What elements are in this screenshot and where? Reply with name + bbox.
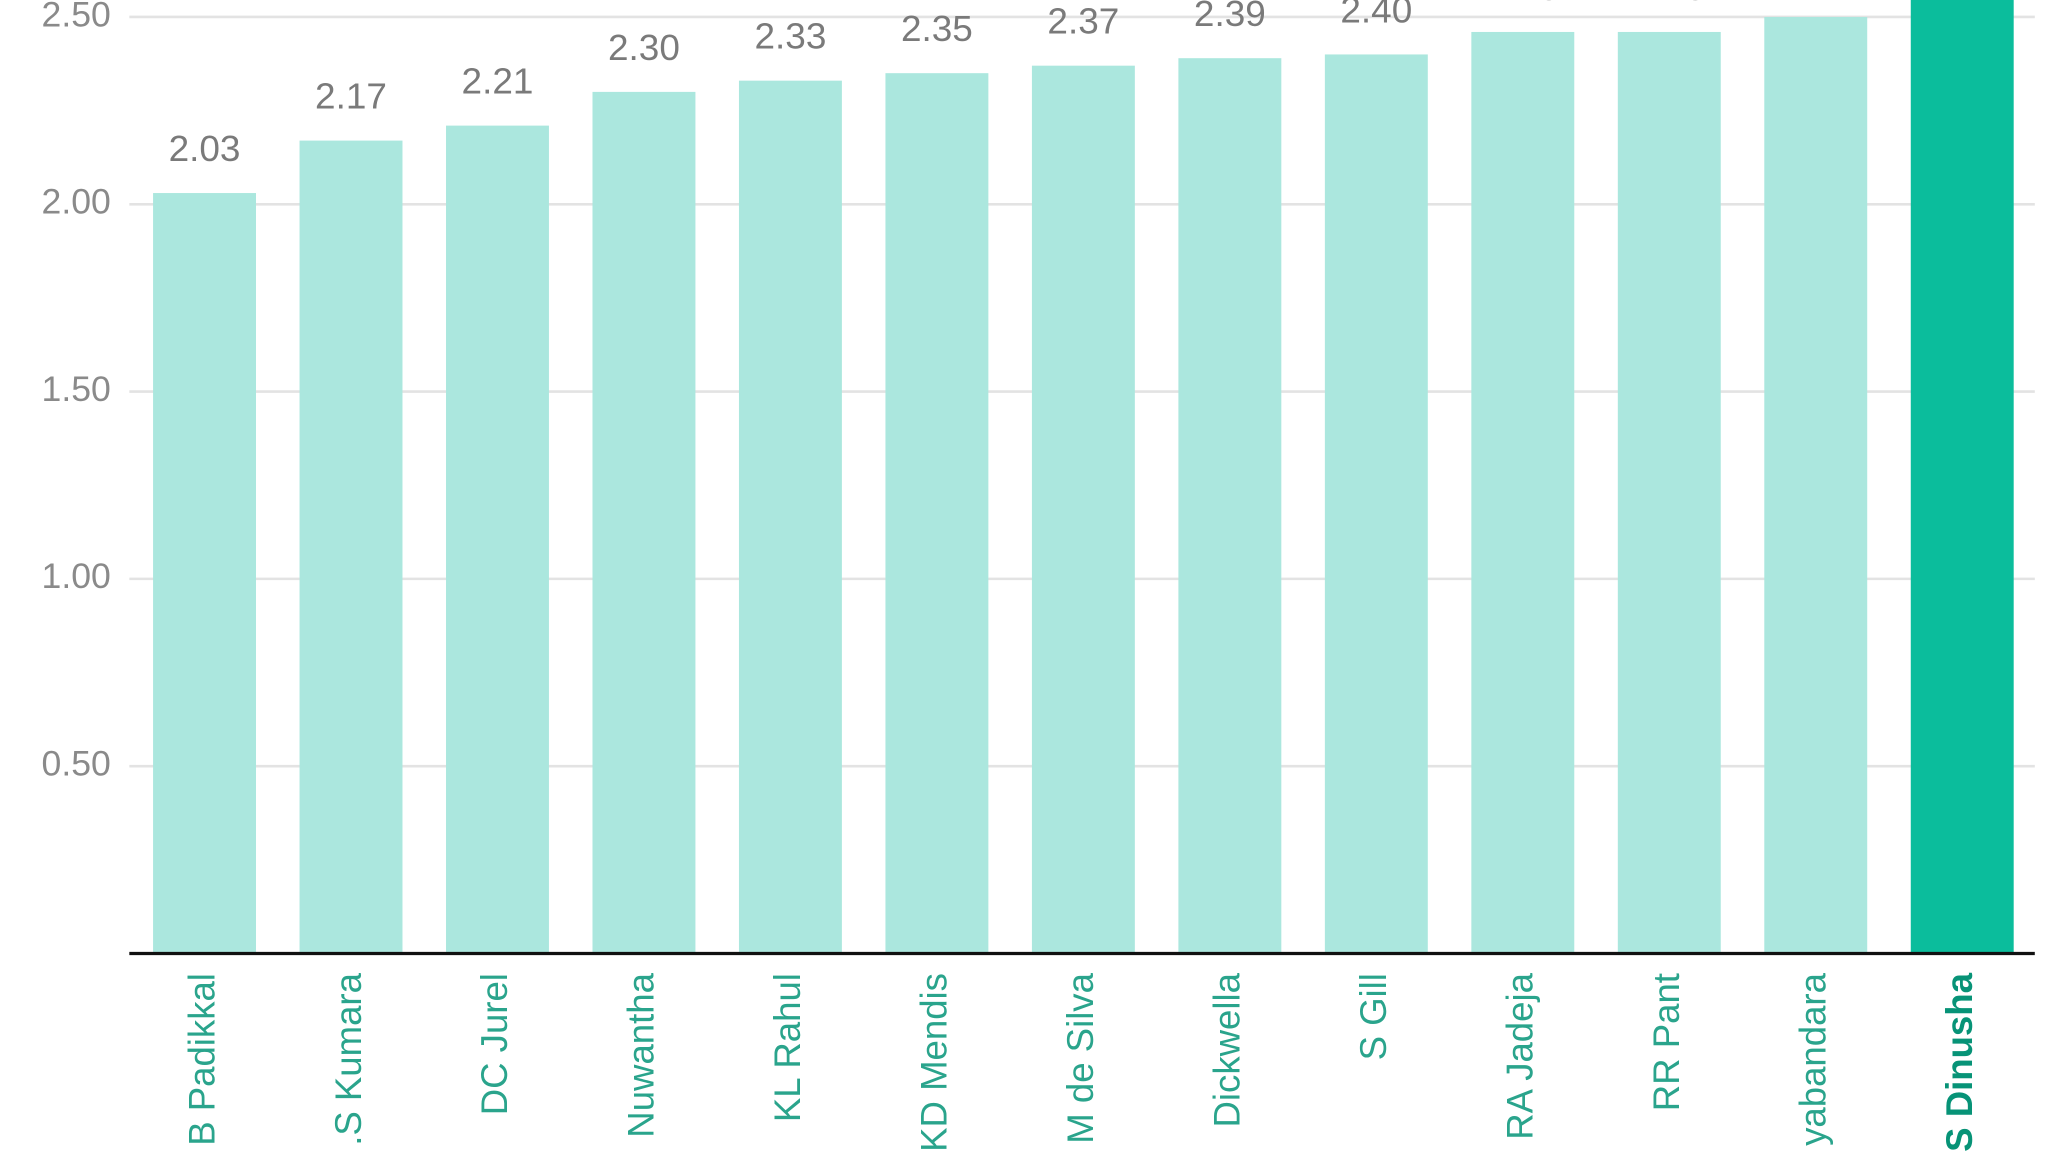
- value-label: 2.35: [901, 8, 973, 49]
- bar: [1471, 31, 1575, 954]
- x-tick-label: KD Mendis: [913, 973, 954, 1152]
- bar: [738, 80, 842, 954]
- value-label: 2.40: [1340, 0, 1412, 30]
- x-tick-label: yabandara: [1792, 973, 1833, 1146]
- x-tick-label: DC Jurel: [474, 973, 515, 1115]
- bar: [592, 91, 696, 954]
- value-label: 2.03: [169, 128, 241, 169]
- value-label: 2.30: [608, 27, 680, 68]
- value-label: 2.37: [1047, 1, 1119, 42]
- bar: [1178, 58, 1282, 954]
- bar: [885, 73, 989, 954]
- x-tick-label: S Gill: [1353, 973, 1394, 1060]
- value-label: 2.21: [462, 61, 534, 102]
- y-tick-label: 1.50: [42, 369, 111, 409]
- y-tick-label: 2.50: [42, 0, 111, 34]
- x-tick-label: RA Jadeja: [1499, 973, 1540, 1140]
- x-tick-label: Dickwella: [1206, 973, 1247, 1128]
- bar: [1910, 0, 2014, 954]
- value-label: 2.33: [754, 16, 826, 57]
- x-tick-label: S Dinusha: [1939, 973, 1980, 1152]
- bar: [153, 193, 256, 954]
- x-tick-label: RR Pant: [1646, 973, 1687, 1111]
- bar: [1617, 31, 1721, 954]
- y-tick-label: 0.50: [42, 744, 111, 784]
- bar: [299, 140, 403, 954]
- value-label: 2.17: [315, 76, 387, 117]
- bar: [1324, 54, 1428, 954]
- y-tick-label: 1.00: [42, 556, 111, 596]
- x-tick-label: B Padikkal: [181, 973, 222, 1146]
- value-label: 2.39: [1194, 0, 1266, 34]
- bar: [1764, 16, 1868, 954]
- bar: [446, 125, 549, 954]
- y-tick-label: 2.00: [42, 182, 111, 222]
- x-tick-label: KL Rahul: [767, 973, 808, 1122]
- x-tick-label: .S Kumara: [328, 973, 369, 1146]
- x-tick-label: M de Silva: [1060, 973, 1101, 1144]
- bar: [1031, 65, 1135, 954]
- value-label: 2.46: [1487, 0, 1559, 8]
- x-tick-label: Nuwantha: [621, 973, 662, 1138]
- value-label: 2.46: [1633, 0, 1705, 8]
